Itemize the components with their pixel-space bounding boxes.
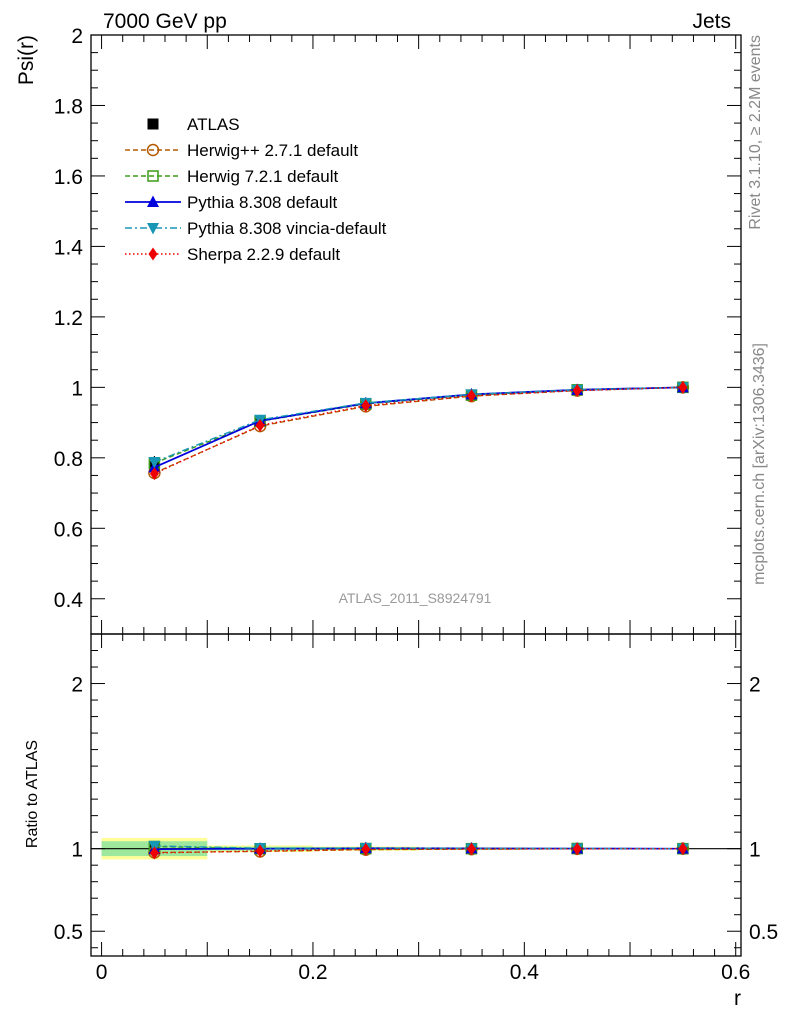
main-y-tick-label: 2: [71, 25, 83, 48]
x-tick-label: 0: [96, 961, 108, 984]
legend-label-herwig-2-7-1-default: Herwig++ 2.7.1 default: [187, 141, 358, 160]
rivet-version-note: Rivet 3.1.10, ≥ 2.2M events: [747, 35, 764, 230]
legend-marker-sherpa-2-2-9-default: [148, 247, 158, 261]
analysis-label: ATLAS_2011_S8924791: [339, 590, 492, 606]
main-y-tick-label: 1.4: [54, 236, 84, 259]
ratio-y-tick-label-right: 2: [749, 674, 761, 697]
legend-item-herwig-2-7-1-default: Herwig++ 2.7.1 default: [125, 141, 358, 160]
series-atlas: [148, 381, 689, 855]
legend-item-atlas: ATLAS: [147, 115, 240, 134]
x-tick-label: 0.2: [298, 961, 327, 984]
mcplots-reference: mcplots.cern.ch [arXiv:1306.3436]: [751, 343, 768, 585]
legend-label-atlas: ATLAS: [187, 115, 240, 134]
series-pythia-8-308-vincia-default: [148, 382, 689, 856]
x-axis-label: r: [734, 987, 741, 1010]
series-group: [148, 380, 690, 860]
legend-item-sherpa-2-2-9-default: Sherpa 2.2.9 default: [125, 245, 340, 264]
ratio-point-sherpa-2-2-9-default: [678, 842, 688, 856]
main-line-pythia-8-308-vincia-default: [154, 386, 683, 463]
ratio-y-tick-label-right: 1: [749, 839, 761, 862]
ratio-point-sherpa-2-2-9-default: [255, 844, 265, 858]
main-line-pythia-8-308-default: [154, 386, 683, 469]
legend-item-pythia-8-308-default: Pythia 8.308 default: [125, 193, 338, 212]
main-point-sherpa-2-2-9-default: [466, 389, 476, 403]
main-y-tick-label: 0.4: [54, 589, 84, 612]
series-pythia-8-308-default: [148, 380, 689, 855]
ratio-point-sherpa-2-2-9-default: [361, 842, 371, 856]
main-point-pythia-8-308-vincia-default: [148, 457, 161, 469]
main-y-tick-label: 1.6: [54, 166, 83, 189]
series-herwig-2-7-1-default: [148, 381, 690, 859]
legend-marker-herwig-2-7-1-default: [146, 143, 160, 157]
main-point-sherpa-2-2-9-default: [255, 418, 265, 432]
ratio-plot-frame: [90, 633, 742, 957]
main-point-sherpa-2-2-9-default: [572, 384, 582, 398]
legend-item-herwig-7-2-1-default: Herwig 7.2.1 default: [125, 167, 338, 186]
main-point-sherpa-2-2-9-default: [361, 399, 371, 413]
legend-label-herwig-7-2-1-default: Herwig 7.2.1 default: [187, 167, 338, 186]
legend-marker-herwig-7-2-1-default: [147, 170, 159, 182]
ratio-point-sherpa-2-2-9-default: [149, 846, 159, 860]
legend-marker-pythia-8-308-default: [147, 195, 159, 207]
x-tick-label: 0.4: [510, 961, 540, 984]
main-y-tick-label: 1: [71, 377, 83, 400]
ratio-y-tick-label: 1: [71, 839, 83, 862]
ratio-line-sherpa-2-2-9-default: [154, 848, 683, 854]
main-y-tick-label: 1.8: [54, 95, 83, 118]
main-y-tick-label: 0.8: [54, 448, 83, 471]
ratio-y-tick-label: 0.5: [54, 921, 83, 944]
main-y-axis-label: Psi(r): [15, 35, 38, 85]
legend-marker-pythia-8-308-vincia-default: [147, 223, 159, 235]
legend-label-sherpa-2-2-9-default: Sherpa 2.2.9 default: [187, 245, 340, 264]
axes: 0.4 0.6 0.8 1 1.2 1.4 1.6 1.8 2 0 0.2 0.4 0.6 0.5 0.5 1…: [54, 25, 778, 984]
main-line-sherpa-2-2-9-default: [154, 386, 683, 475]
legend-label-pythia-8-308-vincia-default: Pythia 8.308 vincia-default: [187, 219, 387, 238]
ratio-y-tick-label: 2: [71, 674, 83, 697]
ratio-y-tick-label-right: 0.5: [749, 921, 778, 944]
ratio-point-sherpa-2-2-9-default: [572, 842, 582, 856]
series-herwig-7-2-1-default: [148, 381, 689, 855]
main-point-sherpa-2-2-9-default: [678, 380, 688, 394]
header-left: 7000 GeV pp: [103, 10, 227, 33]
ratio-point-sherpa-2-2-9-default: [466, 842, 476, 856]
legend-marker-atlas: [147, 118, 159, 130]
main-point-sherpa-2-2-9-default: [149, 467, 159, 481]
main-y-tick-label: 1.2: [54, 307, 83, 330]
x-tick-label: 0.6: [721, 961, 750, 984]
ratio-y-axis-label: Ratio to ATLAS: [24, 740, 41, 848]
main-y-tick-label: 0.6: [54, 518, 83, 541]
legend: ATLAS Herwig++ 2.7.1 default Herwig 7.2.1 …: [125, 115, 387, 264]
legend-label-pythia-8-308-default: Pythia 8.308 default: [187, 193, 338, 212]
header-right: Jets: [692, 10, 731, 33]
legend-item-pythia-8-308-vincia-default: Pythia 8.308 vincia-default: [125, 219, 387, 238]
series-sherpa-2-2-9-default: [149, 380, 688, 860]
